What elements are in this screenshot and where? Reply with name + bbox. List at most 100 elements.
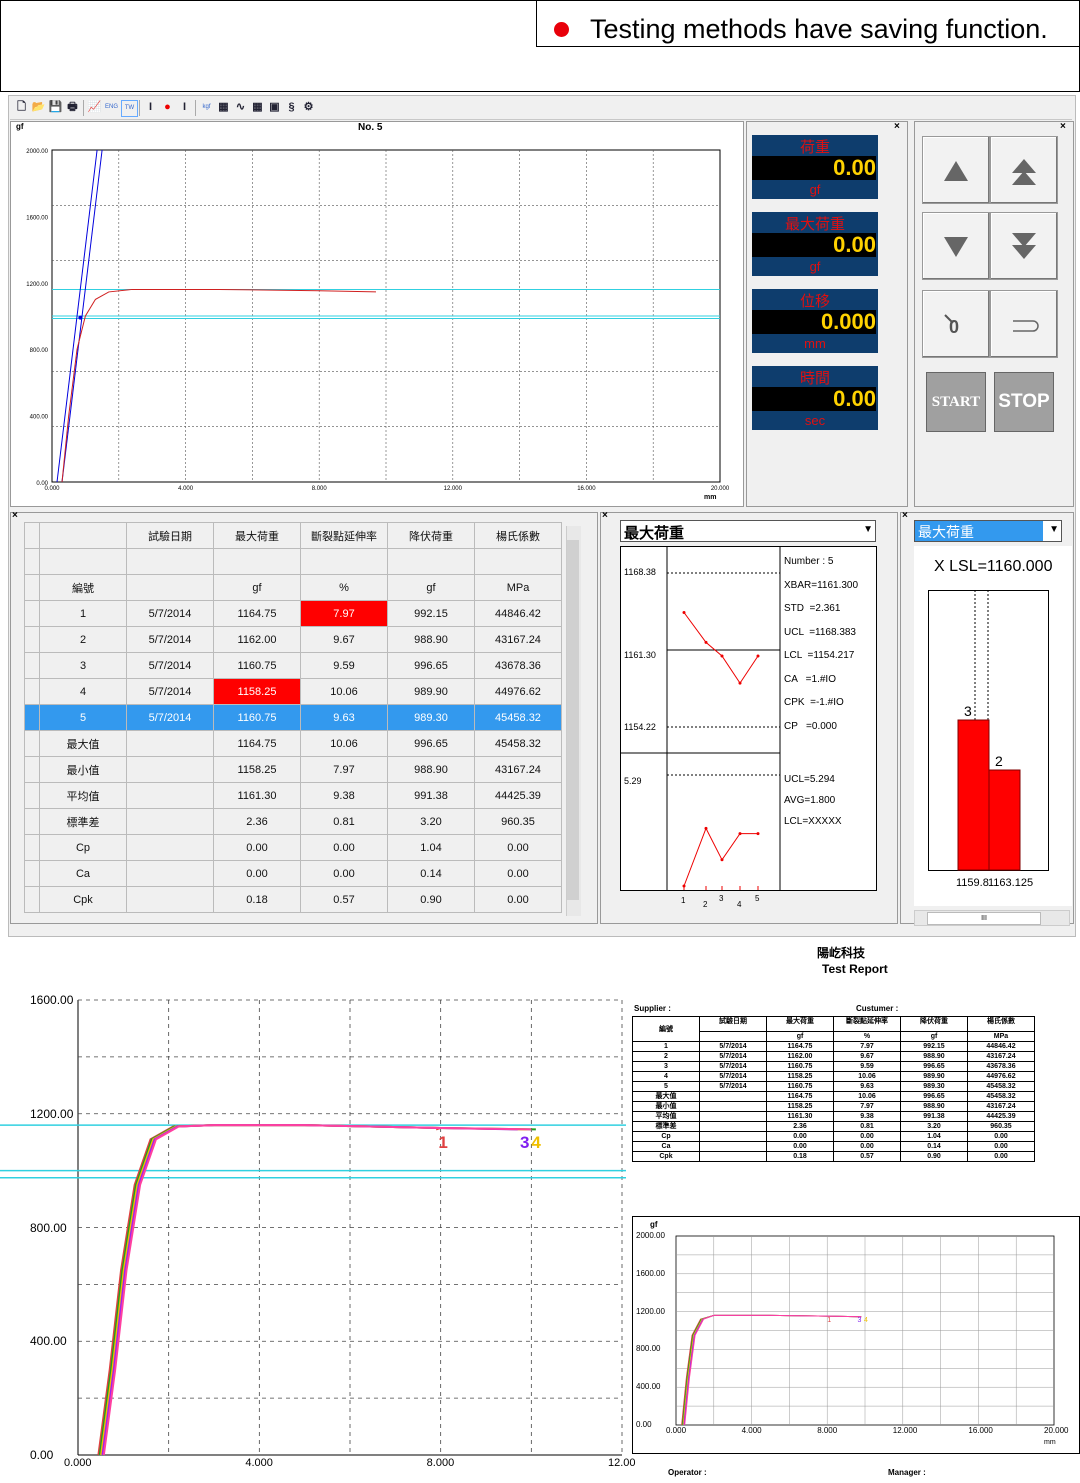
table-row[interactable]: Ca 0.00 0.00 0.14 0.00 [24, 860, 562, 887]
table-cell: 7.97 [300, 756, 388, 783]
specimen-label: 4 [531, 1133, 541, 1152]
close-icon[interactable]: × [902, 510, 908, 521]
histogram-scroll-thumb[interactable]: III [927, 912, 1041, 925]
chart-icon[interactable]: 📈 [87, 101, 102, 113]
report-cell: 1164.75 [766, 1091, 834, 1102]
table-cell: 0.14 [387, 860, 475, 887]
table-row[interactable]: 平均值 1161.30 9.38 991.38 44425.39 [24, 782, 562, 809]
x-tick-label: 0.000 [44, 486, 60, 492]
report-chart-x-unit: mm [1044, 1439, 1056, 1446]
fast-up-button[interactable] [990, 136, 1058, 204]
new-icon[interactable]: 🗋 [17, 101, 26, 113]
table-row[interactable]: 5 5/7/2014 1160.75 9.63 989.30 45458.32 [24, 704, 562, 731]
stop-icon[interactable]: ● [164, 101, 171, 113]
report-cell: 編號 [632, 1016, 700, 1042]
table-cell: 5/7/2014 [126, 652, 214, 679]
double-down-icon [1012, 233, 1036, 259]
curve-icon[interactable]: ∿ [235, 101, 246, 113]
close-icon[interactable]: × [1060, 121, 1066, 132]
table-cell: 996.65 [387, 652, 475, 679]
save-icon[interactable]: 💾 [48, 101, 63, 113]
table-cell: 0.00 [213, 834, 301, 861]
x-tick-label: 4.000 [178, 486, 194, 492]
report-cell: 0.90 [900, 1151, 968, 1162]
fast-down-button[interactable] [990, 212, 1058, 280]
report-row: 平均值 1161.30 9.38 991.38 44425.39 [632, 1111, 1035, 1122]
table-row[interactable]: 1 5/7/2014 1164.75 7.97 992.15 44846.42 [24, 600, 562, 627]
histogram-dropdown[interactable]: 最大荷重 ▼ [914, 520, 1062, 542]
print-icon[interactable]: 🖶 [67, 101, 78, 113]
table-row[interactable]: 最大值 1164.75 10.06 996.65 45458.32 [24, 730, 562, 757]
row-header: 標準差 [39, 808, 127, 835]
report-cell: 0.14 [900, 1141, 968, 1152]
stop-button[interactable]: STOP [994, 372, 1054, 432]
histogram-bar-label: 2 [995, 753, 1003, 769]
table-row[interactable]: 3 5/7/2014 1160.75 9.59 996.65 43678.36 [24, 652, 562, 679]
report-cell: 0.00 [766, 1141, 834, 1152]
table-cell: 3.20 [387, 808, 475, 835]
table-row[interactable]: Cpk 0.18 0.57 0.90 0.00 [24, 886, 562, 913]
close-icon[interactable]: × [894, 121, 900, 132]
row-gutter [24, 886, 40, 913]
table-cell: 2.36 [213, 808, 301, 835]
load-curve [61, 288, 376, 483]
table-row[interactable]: 標準差 2.36 0.81 3.20 960.35 [24, 808, 562, 835]
jog-up-button[interactable] [922, 136, 990, 204]
report-cell [699, 1031, 767, 1042]
gauge-unit: mm [804, 336, 826, 351]
unit-icon[interactable]: kgf [202, 104, 211, 110]
table-cell [126, 860, 214, 887]
report-cell: 5/7/2014 [699, 1081, 767, 1092]
gauge-value: 0.000 [752, 310, 876, 334]
specimen-icon[interactable]: I [148, 101, 153, 113]
tw-icon[interactable]: TW [121, 100, 138, 117]
table-cell: 10.06 [300, 730, 388, 757]
main-chart-x-unit: mm [704, 494, 717, 501]
report-cell [699, 1141, 767, 1152]
table-row[interactable]: 4 5/7/2014 1158.25 10.06 989.90 44976.62 [24, 678, 562, 705]
start-button[interactable]: START [926, 372, 986, 432]
report-y-tick: 800.00 [636, 1344, 661, 1354]
settings-icon[interactable]: ⚙ [303, 101, 314, 113]
x-tick-label: 16.000 [577, 486, 596, 492]
specimen-curve [100, 1124, 527, 1456]
open-icon[interactable]: 📂 [31, 101, 46, 113]
table-cell: 楊氏係數 [474, 522, 562, 549]
histogram-scrollbar[interactable]: III [914, 910, 1070, 926]
table-cell: 44846.42 [474, 600, 562, 627]
eng-icon[interactable]: ENG [104, 104, 118, 110]
close-icon[interactable]: × [12, 510, 18, 521]
spc-stat-line: XBAR=1161.300 [784, 579, 859, 591]
table-row[interactable] [24, 548, 562, 575]
report-icon[interactable]: ▣ [269, 101, 280, 113]
jog-down-button[interactable] [922, 212, 990, 280]
grip-icon[interactable]: I [182, 101, 187, 113]
report-cell: 0.00 [967, 1141, 1035, 1152]
table-row[interactable]: 編號 gf% gf MPa [24, 574, 562, 601]
display-icon[interactable]: ▦ [218, 101, 229, 113]
report-y-tick: 0.00 [636, 1420, 652, 1429]
spc-x-label: 2 [703, 900, 708, 909]
table-icon[interactable]: ▦ [252, 101, 263, 113]
table-cell: 989.30 [387, 704, 475, 731]
report-cell: MPa [967, 1031, 1035, 1042]
row-gutter [24, 522, 40, 549]
table-row[interactable]: Cp 0.00 0.00 1.04 0.00 [24, 834, 562, 861]
row-gutter [24, 652, 40, 679]
table-cell [387, 548, 475, 575]
spc-icon[interactable]: § [288, 101, 295, 113]
report-cell: 7.97 [833, 1041, 901, 1052]
zero-button[interactable]: 0 [922, 290, 990, 358]
toolbar-separator [83, 100, 84, 116]
table-row[interactable]: 試驗日期 最大荷重 斷裂點延伸率 降伏荷重 楊氏係數 [24, 522, 562, 549]
supplier-label: Supplier : [634, 1004, 671, 1013]
spc-dropdown[interactable]: 最大荷重 ▼ [620, 520, 876, 542]
return-button[interactable] [990, 290, 1058, 358]
close-icon[interactable]: × [602, 510, 608, 521]
report-cell: 9.63 [833, 1081, 901, 1092]
table-row[interactable]: 2 5/7/2014 1162.00 9.67 988.90 43167.24 [24, 626, 562, 653]
table-scroll-thumb[interactable] [567, 540, 579, 900]
report-cell: 3 [632, 1061, 700, 1072]
table-cell: 1160.75 [213, 704, 301, 731]
table-row[interactable]: 最小值 1158.25 7.97 988.90 43167.24 [24, 756, 562, 783]
